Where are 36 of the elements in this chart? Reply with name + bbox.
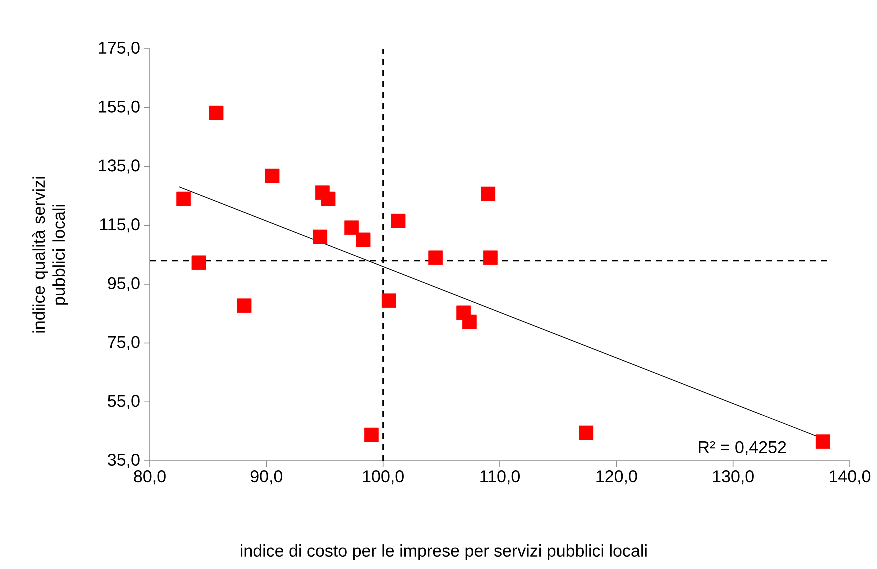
point bbox=[816, 434, 830, 450]
point bbox=[579, 426, 594, 440]
x-tick-label: 140,0 bbox=[830, 470, 871, 485]
y-tick-label: 135,0 bbox=[99, 160, 140, 174]
point bbox=[344, 220, 360, 236]
x-tick-label: 100,0 bbox=[363, 470, 404, 485]
y-tick-label: 155,0 bbox=[99, 100, 140, 115]
point bbox=[209, 106, 224, 120]
point bbox=[382, 294, 396, 308]
x-tick-label: 90,0 bbox=[250, 470, 283, 485]
point bbox=[428, 250, 444, 266]
y-tick-label: 75,0 bbox=[108, 336, 140, 350]
point bbox=[481, 186, 496, 202]
point bbox=[364, 428, 379, 442]
point bbox=[192, 256, 206, 270]
point bbox=[483, 250, 498, 266]
y-tick-label: 115,0 bbox=[100, 218, 140, 233]
point bbox=[356, 232, 371, 248]
y-tick-label: 35,0 bbox=[108, 454, 140, 468]
x-tick-label: 120,0 bbox=[596, 470, 638, 485]
y-tick-label: 55,0 bbox=[108, 395, 140, 410]
point bbox=[176, 192, 192, 206]
point bbox=[321, 192, 336, 206]
x-tick-label: 110,0 bbox=[480, 470, 520, 485]
y-tick-label: 175,0 bbox=[99, 42, 140, 56]
annotation: R² = 0,4252 bbox=[699, 441, 786, 456]
point bbox=[462, 314, 477, 330]
x-axis-title: indice di costo per le imprese per servizi pubblici locali bbox=[241, 544, 647, 560]
point bbox=[265, 168, 280, 184]
point bbox=[391, 214, 406, 228]
y-tick-label: 95,0 bbox=[108, 277, 140, 292]
x-tick-label: 130,0 bbox=[713, 470, 754, 485]
y-axis-title: indiice qualità servizi pubblici locali bbox=[32, 177, 68, 333]
point bbox=[237, 298, 252, 314]
x-tick-label: 80,0 bbox=[134, 470, 166, 485]
point bbox=[313, 230, 328, 244]
